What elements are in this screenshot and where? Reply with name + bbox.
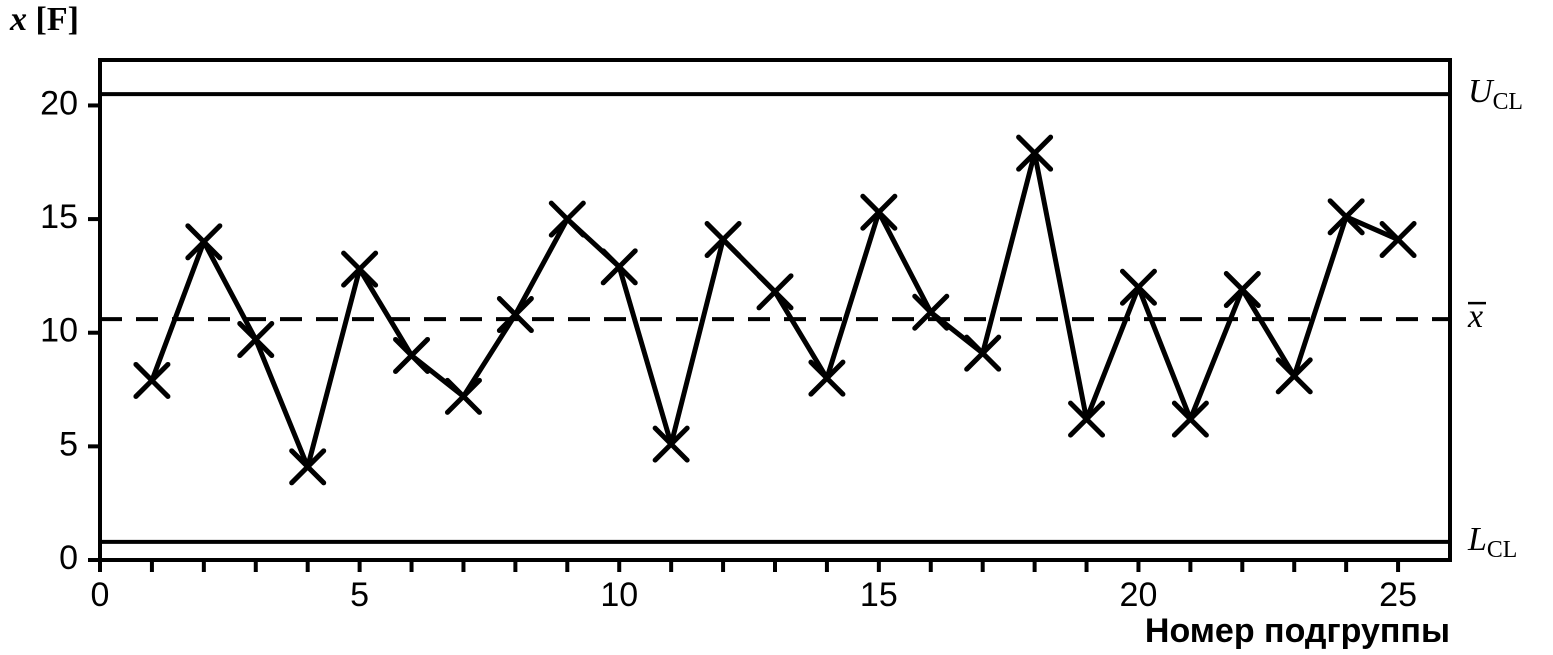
svg-text:0: 0	[91, 576, 110, 614]
svg-text:Номер подгруппы: Номер подгруппы	[1145, 612, 1450, 650]
control-chart: 051015200510152025UCLxLCLx [F]Номер подг…	[0, 0, 1553, 650]
svg-text:20: 20	[1120, 576, 1158, 614]
svg-text:x [F]: x [F]	[9, 1, 79, 38]
svg-text:5: 5	[350, 576, 369, 614]
svg-text:10: 10	[40, 312, 78, 350]
svg-text:0: 0	[59, 539, 78, 577]
chart-svg: 051015200510152025UCLxLCLx [F]Номер подг…	[0, 0, 1553, 650]
svg-text:20: 20	[40, 84, 78, 122]
svg-text:10: 10	[600, 576, 638, 614]
svg-text:5: 5	[59, 425, 78, 463]
svg-text:25: 25	[1379, 576, 1417, 614]
svg-text:15: 15	[40, 198, 78, 236]
svg-text:15: 15	[860, 576, 898, 614]
